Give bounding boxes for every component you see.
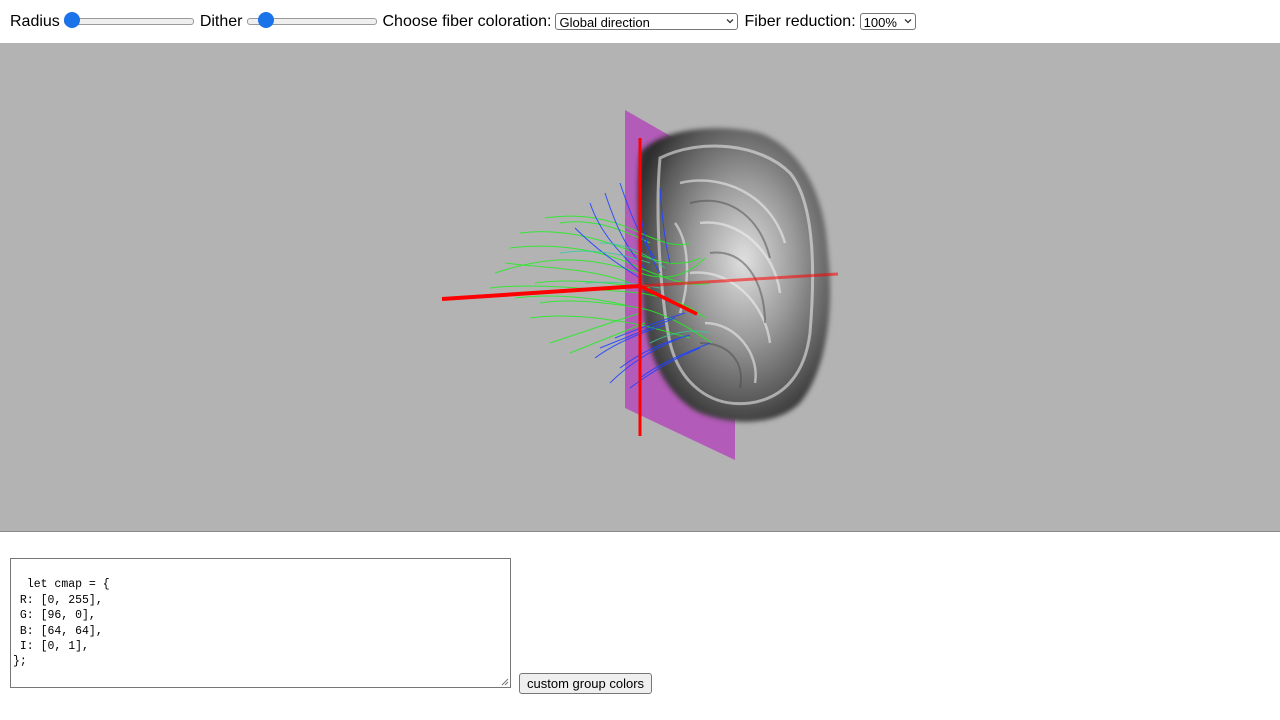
- 3d-scene: [441, 110, 839, 460]
- dither-slider-thumb[interactable]: [257, 12, 274, 28]
- chevron-down-icon: [904, 19, 912, 24]
- colormap-code-editor[interactable]: let cmap = { R: [0, 255], G: [96, 0], B:…: [10, 558, 511, 688]
- radius-slider-thumb[interactable]: [63, 12, 80, 28]
- coloration-select-value: Global direction: [559, 15, 650, 30]
- coloration-label: Choose fiber coloration:: [382, 12, 552, 30]
- radius-slider[interactable]: [63, 12, 194, 28]
- reduction-select[interactable]: 100%: [859, 13, 916, 30]
- radius-label: Radius: [10, 12, 60, 30]
- axes: [441, 138, 839, 436]
- dither-slider[interactable]: [246, 12, 377, 28]
- coloration-select[interactable]: Global direction: [555, 13, 739, 30]
- reduction-label: Fiber reduction:: [744, 12, 856, 30]
- radius-slider-track: [63, 18, 194, 25]
- chevron-down-icon: [727, 19, 734, 24]
- brain-volume: [637, 128, 831, 422]
- resize-grip-icon[interactable]: [500, 677, 509, 686]
- dither-slider-track: [246, 18, 377, 25]
- toolbar: Radius Dither Choose fiber coloration: G…: [0, 0, 1280, 43]
- 3d-viewport[interactable]: [0, 43, 1280, 532]
- reduction-select-value: 100%: [863, 15, 897, 30]
- colormap-code-text: let cmap = { R: [0, 255], G: [96, 0], B:…: [13, 578, 110, 669]
- dither-label: Dither: [199, 12, 243, 30]
- custom-group-colors-button[interactable]: custom group colors: [519, 673, 653, 694]
